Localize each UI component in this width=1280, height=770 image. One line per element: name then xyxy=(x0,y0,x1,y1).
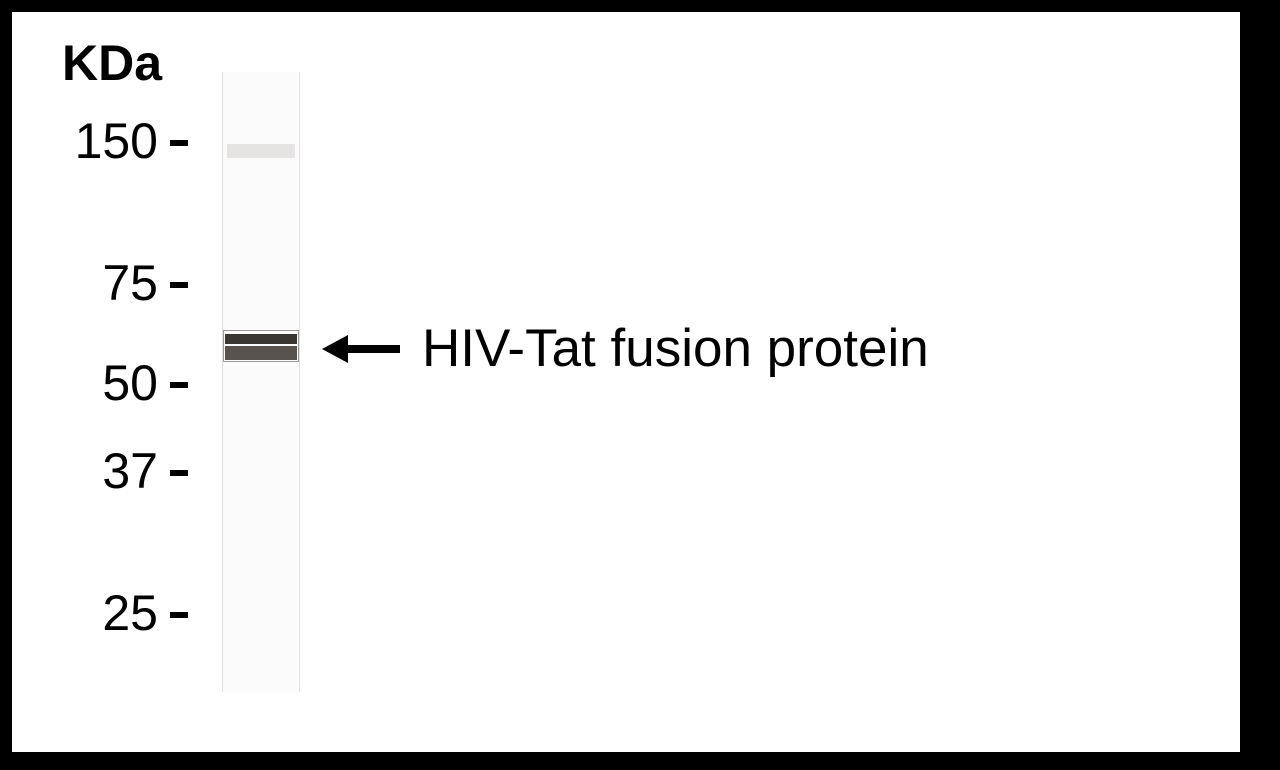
band-outline xyxy=(223,330,299,362)
mw-label-25: 25 xyxy=(48,584,158,642)
mw-tick-50 xyxy=(170,382,188,388)
annotation-arrow-wrap: HIV-Tat fusion protein xyxy=(322,318,929,379)
mw-tick-25 xyxy=(170,612,188,618)
axis-title: KDa xyxy=(62,34,162,92)
band-faint-150 xyxy=(227,144,295,158)
mw-label-75: 75 xyxy=(48,254,158,312)
mw-tick-150 xyxy=(170,140,188,146)
figure-canvas: KDa 150 75 50 37 25 HIV-Tat fusion prote… xyxy=(12,12,1240,752)
mw-label-37: 37 xyxy=(48,442,158,500)
arrow-left-icon xyxy=(322,335,348,363)
mw-label-150: 150 xyxy=(48,112,158,170)
figure-frame: KDa 150 75 50 37 25 HIV-Tat fusion prote… xyxy=(0,0,1280,770)
mw-tick-75 xyxy=(170,282,188,288)
band-annotation: HIV-Tat fusion protein xyxy=(422,318,929,379)
mw-label-50: 50 xyxy=(48,354,158,412)
right-black-bar xyxy=(1240,0,1280,770)
mw-tick-37 xyxy=(170,470,188,476)
blot-lane xyxy=(222,72,300,692)
arrow-shaft xyxy=(348,345,400,353)
